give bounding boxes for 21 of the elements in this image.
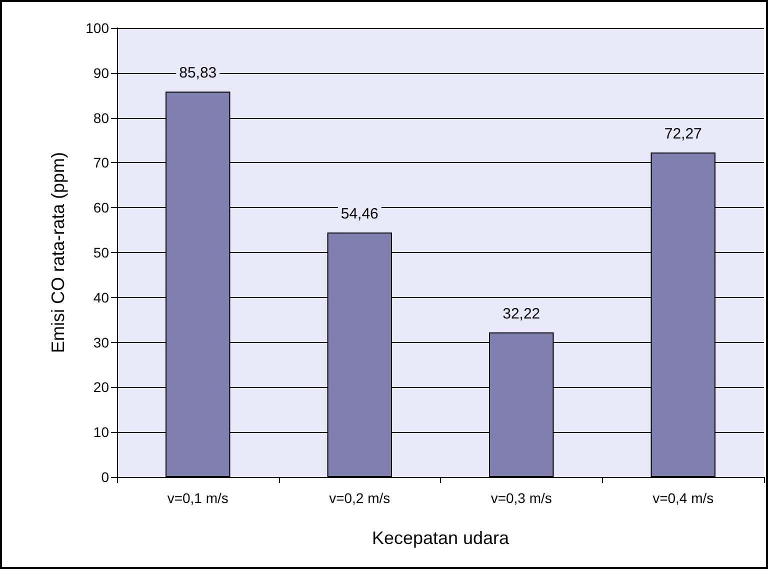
data-label: 72,27 xyxy=(664,126,702,143)
y-tick-label: 30 xyxy=(93,334,110,350)
x-tick-label: v=0,2 m/s xyxy=(329,490,390,506)
data-label: 85,83 xyxy=(179,64,217,82)
y-tick-label: 0 xyxy=(101,469,110,485)
y-axis-title: Emisi CO rata-rata (ppm) xyxy=(48,152,68,354)
y-tick-label: 50 xyxy=(93,244,110,260)
y-tick-label: 70 xyxy=(93,154,110,171)
data-label: 32,22 xyxy=(502,305,540,322)
x-tick-label: v=0,1 m/s xyxy=(167,490,228,506)
data-label: 54,46 xyxy=(340,205,378,222)
y-tick-label: 20 xyxy=(93,379,110,396)
y-tick-label: 80 xyxy=(93,110,110,126)
x-tick-label: v=0,4 m/s xyxy=(652,490,714,506)
x-axis-title: Kecepatan udara xyxy=(372,528,510,548)
y-tick-label: 10 xyxy=(93,424,110,440)
y-tick-label: 100 xyxy=(86,20,110,36)
y-tick-label: 40 xyxy=(93,289,110,306)
x-tick-label: v=0,3 m/s xyxy=(490,490,552,506)
y-tick-label: 90 xyxy=(93,64,110,81)
y-tick-label: 60 xyxy=(93,200,110,216)
